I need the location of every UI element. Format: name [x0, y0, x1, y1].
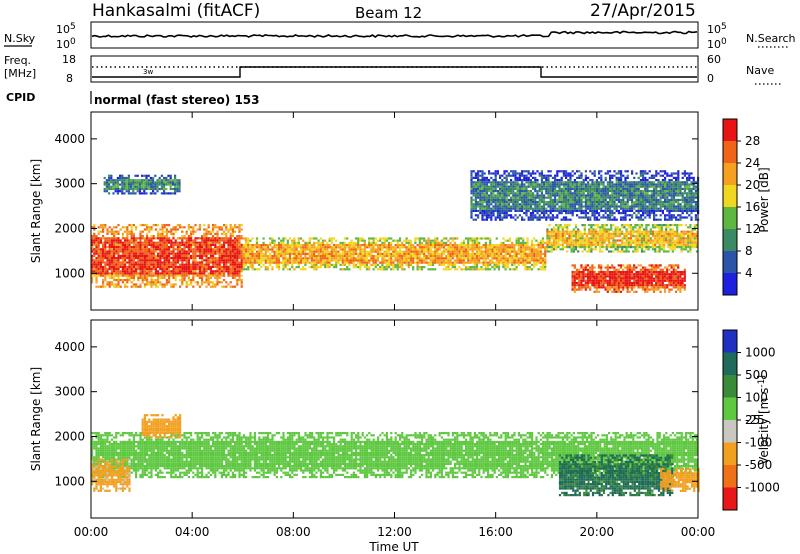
x-axis-label: Time UT: [368, 540, 419, 554]
power-y-axis-label: Slant Range [km]: [29, 159, 43, 263]
x-tick-label: 08:00: [276, 525, 311, 539]
power-colorbar-segment: [723, 273, 737, 295]
velocity-colorbar-tick-label: -1000: [745, 481, 780, 495]
velocity-band-4: [660, 467, 700, 492]
x-tick-label: 00:00: [74, 525, 109, 539]
nsky-tick-low: 100: [56, 37, 76, 51]
power-y-ticks: 4000 3000 2000 1000: [54, 132, 698, 280]
power-colorbar-segment: [723, 207, 737, 229]
power-colorbar-segment: [723, 251, 737, 273]
beam-title: Beam 12: [355, 4, 422, 22]
nave-label: Nave: [746, 64, 774, 77]
power-colorbar-tick-label: 28: [745, 134, 760, 148]
power-colorbar-segment: [723, 119, 737, 141]
velocity-y-ticks: 4000 3000 2000 1000: [54, 340, 698, 488]
freq-tick-high: 18: [62, 53, 76, 66]
x-tick-label: 00:00: [681, 525, 716, 539]
velocity-colorbar-segment: [723, 330, 737, 353]
nsearch-label: N.Search: [746, 32, 796, 45]
power-colorbar: 28 24 20 16 12 8 4: [722, 118, 760, 296]
noise-panel-frame: [90, 21, 699, 49]
freq-tick-low: 8: [66, 72, 73, 85]
power-band-0: [91, 224, 243, 288]
velocity-data-layer: [91, 414, 700, 497]
power-band-5: [470, 170, 700, 221]
power-colorbar-segment: [723, 229, 737, 251]
velocity-colorbar-segment: [723, 420, 737, 443]
power-colorbar-segment: [723, 163, 737, 185]
power-colorbar-tick-label: 8: [745, 244, 753, 258]
velocity-colorbar: 1000 500 100 25-25 -100 -500 -1000: [722, 329, 780, 511]
velocity-band-2: [141, 414, 182, 439]
velocity-colorbar-tick-label: 1000: [745, 346, 776, 360]
velocity-colorbar-segment: [723, 465, 737, 488]
velocity-colorbar-segment: [723, 352, 737, 375]
velocity-colorbar-tick-label: 500: [745, 368, 768, 382]
nsky-tick-high: 105: [56, 22, 76, 36]
nsearch-tick-high: 105: [707, 22, 727, 36]
y-tick-label: 4000: [54, 132, 85, 146]
velocity-band-1: [91, 458, 131, 492]
nave-tick-low: 0: [707, 72, 714, 85]
velocity-colorbar-segment: [723, 487, 737, 510]
power-colorbar-tick-label: 24: [745, 156, 760, 170]
y-tick-label: 3000: [54, 385, 85, 399]
station-title: Hankasalmi (fitACF): [92, 1, 260, 21]
x-tick-label: 12:00: [377, 525, 412, 539]
nsearch-tick-low: 100: [707, 37, 727, 51]
cpid-label: CPID: [6, 91, 35, 104]
power-band-3: [571, 264, 686, 293]
x-tick-label: 20:00: [580, 525, 615, 539]
x-axis-ticks: 00:00 04:00 08:00 12:00 16:00 20:00 00:00: [74, 112, 716, 539]
date-title: 27/Apr/2015: [590, 1, 696, 21]
freq-unit-label: [MHz]: [4, 67, 36, 80]
velocity-colorbar-tick-label: 25: [745, 413, 760, 427]
velocity-colorbar-segment: [723, 397, 737, 420]
velocity-band-3: [558, 454, 674, 497]
power-band-1: [242, 237, 547, 271]
power-colorbar-label: Power [dB]: [757, 167, 771, 232]
velocity-colorbar-label: Velocity [m s-1]: [757, 375, 771, 465]
power-colorbar-tick-label: 20: [745, 178, 760, 192]
y-tick-label: 3000: [54, 177, 85, 191]
velocity-colorbar-tick-label: 100: [745, 391, 768, 405]
nsky-label: N.Sky: [4, 32, 36, 45]
power-band-2: [546, 224, 699, 253]
velocity-y-axis-label: Slant Range [km]: [29, 367, 43, 471]
noise-sky-line: [91, 30, 698, 38]
power-colorbar-segment: [723, 141, 737, 163]
freq-label: Freq.: [4, 54, 31, 67]
x-tick-label: 16:00: [478, 525, 513, 539]
y-tick-label: 1000: [54, 266, 85, 280]
cpid-text: normal (fast stereo) 153: [94, 93, 260, 107]
power-colorbar-tick-label: 16: [745, 200, 760, 214]
y-tick-label: 1000: [54, 474, 85, 488]
power-colorbar-tick-label: 4: [745, 266, 753, 280]
velocity-colorbar-tick-label: -25: [745, 413, 765, 427]
nave-tick-high: 60: [707, 53, 721, 66]
y-tick-label: 2000: [54, 221, 85, 235]
freq-panel-frame: [90, 55, 699, 83]
velocity-colorbar-segment: [723, 442, 737, 465]
power-band-4: [103, 174, 181, 195]
velocity-colorbar-tick-label: -500: [745, 458, 772, 472]
power-colorbar-segment: [723, 185, 737, 207]
power-colorbar-tick-label: 12: [745, 222, 760, 236]
y-tick-label: 2000: [54, 429, 85, 443]
freq-note: 3w: [143, 68, 153, 76]
y-tick-label: 4000: [54, 340, 85, 354]
x-tick-label: 04:00: [175, 525, 210, 539]
velocity-colorbar-segment: [723, 375, 737, 398]
power-data-layer: [91, 170, 700, 293]
velocity-colorbar-tick-label: -100: [745, 436, 772, 450]
freq-line: [92, 66, 697, 78]
